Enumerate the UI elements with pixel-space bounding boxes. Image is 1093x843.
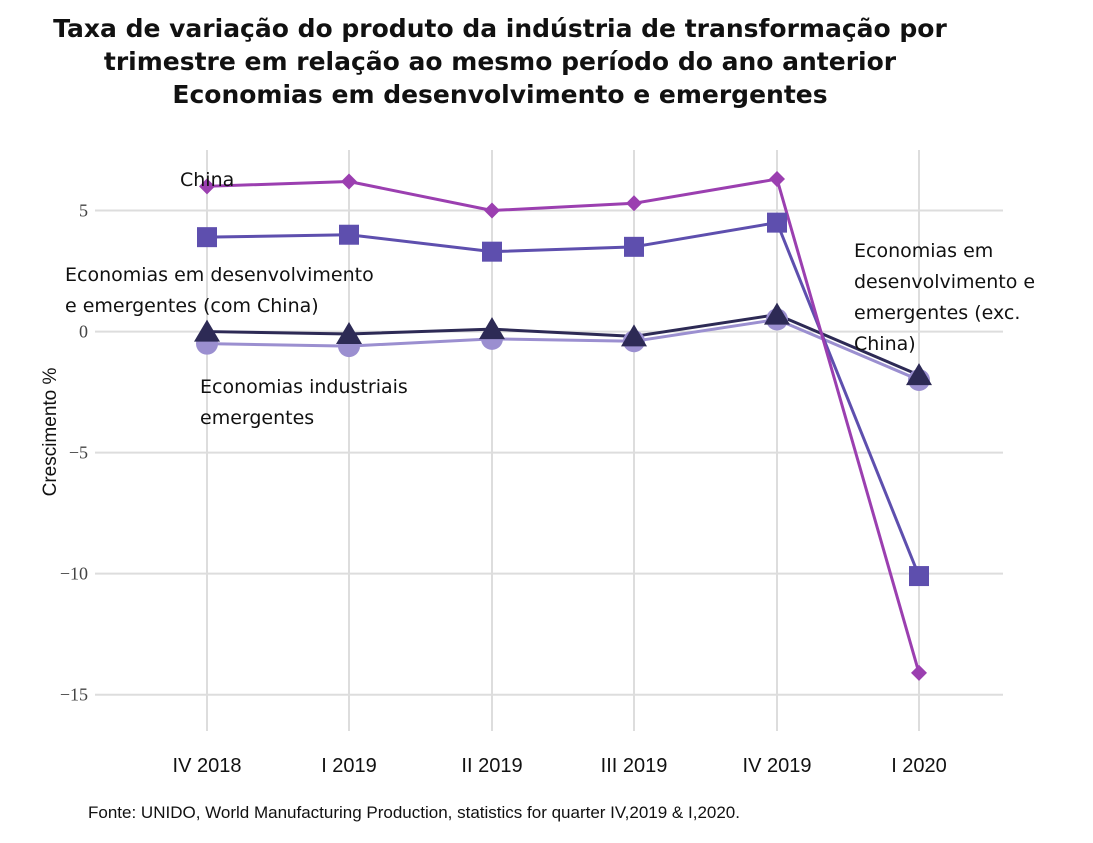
y-tick-label: −10 [60, 564, 88, 584]
series-label: emergentes (exc. [854, 302, 1020, 324]
data-point-square [909, 566, 929, 587]
data-point-square [197, 227, 217, 248]
series-label: e emergentes (com China) [65, 295, 319, 317]
y-axis-label: Crescimento % [40, 367, 61, 496]
data-point-diamond [911, 664, 927, 681]
data-point-square [482, 241, 502, 262]
y-axis-ticks: 5 0 −5 −10 −15 [60, 201, 88, 705]
data-point-square [767, 212, 787, 233]
series-label: China [180, 169, 234, 191]
source-note: Fonte: UNIDO, World Manufacturing Produc… [88, 803, 740, 822]
data-point-diamond [626, 195, 642, 212]
series-label: Economias industriais [200, 376, 408, 398]
data-point-triangle [621, 324, 647, 347]
data-point-triangle [194, 319, 220, 342]
x-tick-label: II 2019 [461, 755, 522, 777]
data-point-diamond [769, 171, 785, 188]
chart-title: Taxa de variação do produto da indústria… [0, 12, 1000, 111]
series-lines [206, 177, 921, 674]
series-line-square [206, 221, 921, 577]
data-point-triangle [764, 302, 790, 325]
x-tick-label: III 2019 [601, 755, 668, 777]
data-point-triangle [906, 363, 932, 386]
series-labels: China Economias em desenvolvimento e emerg… [65, 169, 1035, 429]
data-point-square [339, 224, 359, 245]
data-point-triangle [479, 317, 505, 340]
series-label: desenvolvimento e [854, 271, 1035, 293]
y-tick-label: 0 [79, 322, 88, 342]
data-point-diamond [484, 202, 500, 219]
x-tick-label: I 2019 [321, 755, 377, 777]
data-point-diamond [199, 178, 215, 195]
chart-title-line-1: Taxa de variação do produto da indústria… [53, 14, 947, 43]
series-line-triangle [206, 313, 920, 377]
x-tick-label: IV 2019 [743, 755, 812, 777]
series-label: emergentes [200, 407, 314, 429]
data-point-square [624, 236, 644, 257]
y-tick-label: −15 [60, 685, 88, 705]
series-markers [194, 171, 932, 681]
series-label: Economias em [854, 240, 993, 262]
chart-title-line-2: trimestre em relação ao mesmo período do… [103, 47, 897, 76]
y-tick-label: 5 [79, 201, 88, 221]
data-point-diamond [341, 173, 357, 190]
series-line-diamond [206, 177, 921, 674]
data-point-triangle [336, 321, 362, 344]
x-tick-label: IV 2018 [173, 755, 242, 777]
series-line-circle [206, 317, 920, 382]
x-axis-ticks: IV 2018 I 2019 II 2019 III 2019 IV 2019 I 202… [173, 755, 947, 777]
x-tick-label: I 2020 [891, 755, 947, 777]
series-label: China) [854, 333, 916, 355]
y-tick-label: −5 [69, 443, 88, 463]
chart-title-line-3: Economias em desenvolvimento e emergente… [172, 80, 828, 109]
series-label: Economias em desenvolvimento [65, 264, 374, 286]
